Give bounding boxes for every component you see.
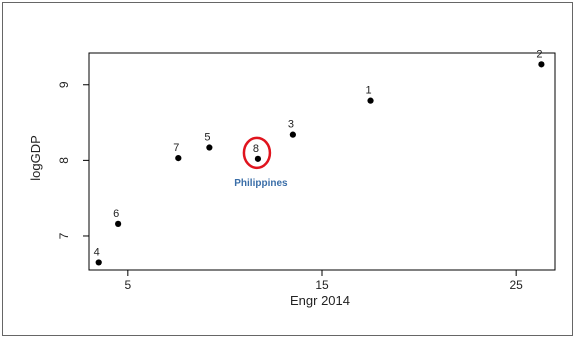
data-point-5 bbox=[206, 144, 213, 151]
y-axis-title: logGDP bbox=[28, 135, 43, 181]
point-label-3: 3 bbox=[288, 119, 294, 131]
point-label-8: 8 bbox=[253, 143, 259, 155]
point-label-5: 5 bbox=[204, 132, 210, 144]
data-point-6 bbox=[115, 220, 122, 227]
data-point-4 bbox=[95, 259, 102, 266]
point-label-7: 7 bbox=[173, 142, 179, 154]
y-tick-label: 8 bbox=[57, 157, 71, 164]
data-point-7 bbox=[175, 154, 182, 162]
x-tick-label: 5 bbox=[124, 278, 131, 292]
highlight-circle bbox=[242, 136, 272, 170]
y-axis: 7 8 9 bbox=[57, 81, 89, 239]
x-axis-title: Engr 2014 bbox=[290, 293, 350, 308]
y-tick-label: 7 bbox=[57, 232, 71, 239]
annotation-label: Philippines bbox=[234, 178, 288, 189]
x-axis: 5 15 25 bbox=[124, 270, 523, 292]
x-tick-label: 15 bbox=[315, 278, 329, 292]
x-tick-label: 25 bbox=[509, 278, 523, 292]
data-point-2 bbox=[538, 61, 545, 68]
y-tick-label: 9 bbox=[57, 81, 71, 88]
data-point-8 bbox=[254, 155, 262, 162]
point-label-2: 2 bbox=[536, 48, 542, 60]
data-points: 1 2 3 4 5 6 7 8 bbox=[94, 48, 545, 266]
point-label-6: 6 bbox=[113, 208, 119, 220]
annotation: Philippines bbox=[234, 136, 288, 189]
point-label-4: 4 bbox=[94, 246, 100, 258]
point-label-1: 1 bbox=[365, 85, 371, 97]
data-point-3 bbox=[289, 131, 296, 138]
data-point-1 bbox=[367, 97, 374, 104]
